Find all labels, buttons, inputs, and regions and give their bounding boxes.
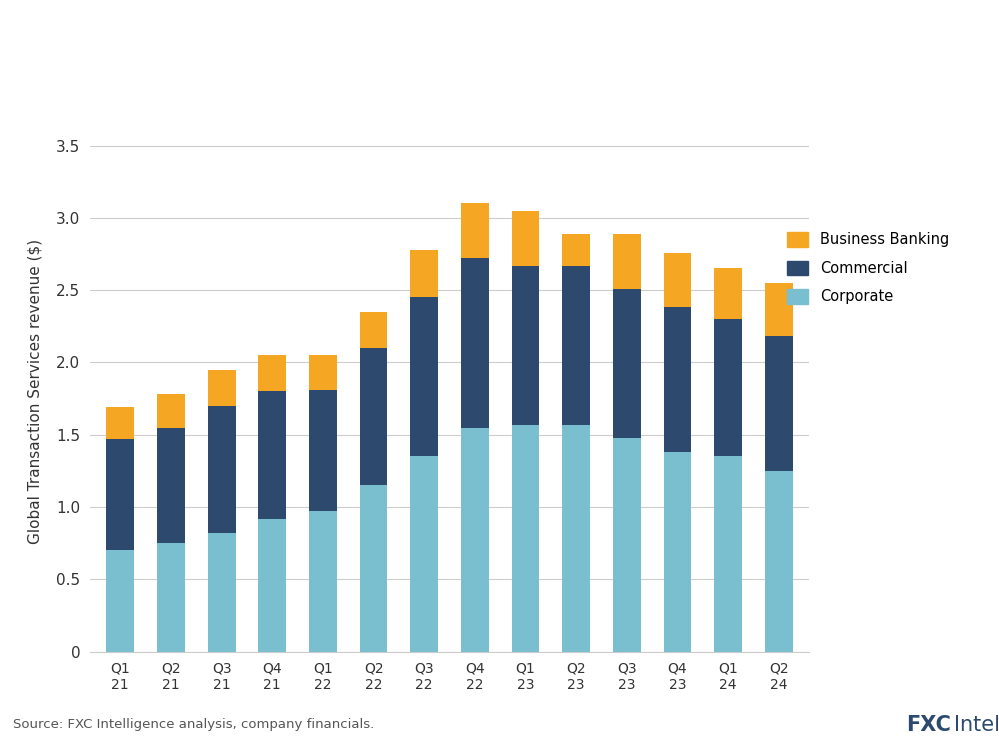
Bar	[461, 258, 489, 428]
Text: Bank of America’s cross-border payments business revenue: Bank of America’s cross-border payments …	[13, 35, 813, 59]
Bar	[106, 407, 134, 439]
Bar	[714, 456, 742, 652]
Bar	[259, 518, 286, 652]
Y-axis label: Global Transaction Services revenue ($): Global Transaction Services revenue ($)	[27, 239, 42, 544]
Bar	[765, 471, 793, 652]
Bar	[562, 425, 590, 652]
Bar	[411, 297, 439, 456]
Bar	[157, 543, 185, 652]
Bar	[613, 234, 640, 288]
Bar	[309, 512, 337, 652]
Bar	[106, 439, 134, 551]
Text: Intelligence: Intelligence	[954, 715, 999, 735]
Bar	[511, 425, 539, 652]
Bar	[562, 266, 590, 425]
Bar	[309, 355, 337, 390]
Bar	[663, 452, 691, 652]
Text: Revenue from the three segments of BoA’s Global Transaction Services unit: Revenue from the three segments of BoA’s…	[13, 84, 643, 102]
Text: Source: FXC Intelligence analysis, company financials.: Source: FXC Intelligence analysis, compa…	[13, 718, 375, 731]
Bar	[411, 249, 439, 297]
Bar	[663, 308, 691, 452]
Text: FXC: FXC	[906, 715, 951, 735]
Bar	[411, 456, 439, 652]
Bar	[613, 288, 640, 437]
Bar	[157, 394, 185, 428]
Bar	[259, 391, 286, 518]
Bar	[157, 428, 185, 543]
Bar	[765, 283, 793, 336]
Bar	[714, 319, 742, 456]
Bar	[208, 406, 236, 533]
Legend: Business Banking, Commercial, Corporate: Business Banking, Commercial, Corporate	[786, 232, 949, 304]
Bar	[562, 234, 590, 266]
Bar	[511, 210, 539, 266]
Bar	[360, 312, 388, 348]
Bar	[360, 348, 388, 485]
Bar	[663, 252, 691, 308]
Bar	[208, 370, 236, 406]
Bar	[360, 485, 388, 652]
Bar	[309, 390, 337, 512]
Bar	[259, 355, 286, 391]
Bar	[714, 268, 742, 319]
Bar	[511, 266, 539, 425]
Bar	[106, 551, 134, 652]
Bar	[208, 533, 236, 652]
Bar	[461, 428, 489, 652]
Bar	[765, 336, 793, 471]
Bar	[613, 437, 640, 652]
Bar	[461, 204, 489, 258]
